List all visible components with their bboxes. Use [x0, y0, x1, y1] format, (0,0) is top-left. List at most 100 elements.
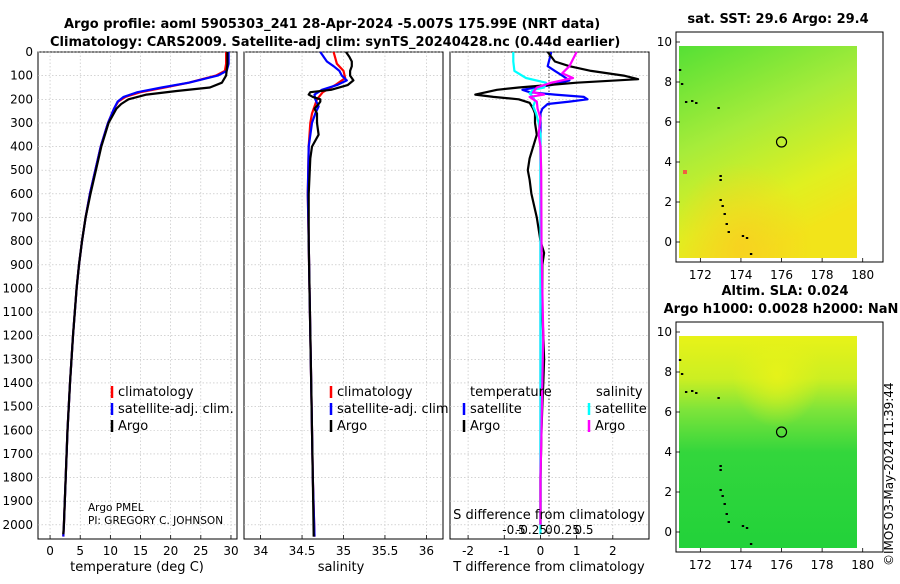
island-mark — [691, 390, 694, 392]
island-mark — [695, 392, 698, 394]
map-y-tick-label: 8 — [664, 75, 672, 89]
island-mark — [680, 373, 684, 375]
map-x-tick-label: 172 — [689, 268, 712, 282]
depth-tick-label: 1200 — [2, 329, 33, 343]
salinity-xlabel: salinity — [318, 560, 365, 575]
depth-tick-label: 1800 — [2, 471, 33, 485]
sla-map-frame — [675, 321, 884, 553]
x-tick-label: 34.5 — [289, 544, 316, 558]
coastline — [678, 359, 753, 545]
depth-tick-label: 1100 — [2, 305, 33, 319]
temperature-xlabel: temperature (deg C) — [70, 560, 204, 575]
sst-warm-patch — [679, 46, 857, 258]
legend-argo: Argo — [337, 419, 367, 434]
depth-tick-label: 700 — [10, 210, 33, 224]
copyright-stamp: ©IMOS 03-May-2024 11:39:44 — [882, 382, 896, 566]
series-line-salinity-satellite — [512, 52, 548, 535]
island-mark — [749, 253, 753, 255]
top-tick-label: 0 — [545, 523, 553, 537]
map-y-tick-label: 2 — [664, 485, 672, 499]
island-mark — [719, 175, 722, 177]
island-mark — [678, 69, 682, 71]
top-tick-label: 0.5 — [574, 523, 593, 537]
difference-plot-frame — [449, 51, 650, 540]
island-mark — [719, 469, 722, 471]
legend-temperature-title: temperature — [470, 385, 552, 400]
legend-argo: Argo — [118, 419, 148, 434]
island-mark — [723, 213, 726, 215]
depth-tick-label: 400 — [10, 140, 33, 154]
depth-tick-label: 1700 — [2, 447, 33, 461]
figure-title-line2: Climatology: CARS2009. Satellite-adj cli… — [50, 35, 620, 50]
depth-tick-label: 1500 — [2, 400, 33, 414]
island-mark — [727, 521, 730, 523]
island-mark — [719, 489, 722, 491]
x-tick-label: 36 — [419, 544, 434, 558]
map-y-tick-label: 6 — [664, 405, 672, 419]
difference-legend: temperature salinity satellite Argo sate… — [462, 385, 647, 434]
x-tick-label: 10 — [103, 544, 118, 558]
difference-panel: -2 -1 0 1 2 -0.5-0.250 0.250.5 T difference f… — [449, 51, 650, 575]
map-x-tick-label: 176 — [770, 268, 793, 282]
island-mark — [725, 513, 728, 515]
temperature-legend: climatology satellite-adj. clim. Argo — [110, 385, 234, 434]
island-mark — [691, 100, 694, 102]
difference-top-xlabel: S difference from climatology — [453, 508, 645, 523]
island-mark — [678, 359, 682, 361]
sla-map-panel: Altim. SLA: 0.024 Argo h1000: 0.0028 h20… — [657, 284, 899, 572]
depth-tick-label: 1400 — [2, 376, 33, 390]
legend-satellite-adj: satellite-adj. clim. — [337, 402, 453, 417]
coastline — [678, 69, 753, 255]
x-tick-label: 25 — [193, 544, 208, 558]
legend-climatology: climatology — [337, 385, 413, 400]
map-x-tick-label: 180 — [851, 268, 874, 282]
legend-temp-argo: Argo — [470, 419, 500, 434]
depth-tick-label: 1300 — [2, 352, 33, 366]
island-mark — [719, 179, 722, 181]
map-x-tick-label: 174 — [729, 268, 752, 282]
temperature-panel: 0 5 10 15 20 25 30 temperature (deg C) climato… — [37, 51, 239, 575]
depth-tick-label: 1000 — [2, 281, 33, 295]
island-mark — [721, 495, 724, 497]
legend-climatology: climatology — [118, 385, 194, 400]
x-tick-label: 0 — [537, 544, 545, 558]
sst-map-frame — [675, 31, 884, 263]
sst-pixel — [683, 170, 687, 174]
float-position-marker — [775, 136, 788, 148]
salinity-legend: climatology satellite-adj. clim. Argo — [329, 385, 453, 434]
x-tick-label: 15 — [133, 544, 148, 558]
sst-map-title: sat. SST: 29.6 Argo: 29.4 — [687, 12, 868, 27]
float-position-marker — [775, 426, 788, 438]
island-mark — [745, 527, 749, 529]
sla-map-title-line1: Altim. SLA: 0.024 — [722, 284, 849, 299]
x-tick-label: 0 — [46, 544, 54, 558]
difference-xlabel: T difference from climatology — [452, 560, 645, 575]
depth-tick-label: 2000 — [2, 518, 33, 532]
map-x-tick-label: 176 — [770, 558, 793, 572]
depth-tick-label: 500 — [10, 163, 33, 177]
map-x-tick-label: 174 — [729, 558, 752, 572]
map-y-tick-label: 6 — [664, 115, 672, 129]
legend-sal-argo: Argo — [595, 419, 625, 434]
island-mark — [723, 503, 726, 505]
depth-tick-label: 1600 — [2, 423, 33, 437]
depth-tick-label: 200 — [10, 92, 33, 106]
island-mark — [717, 107, 720, 109]
island-mark — [719, 199, 722, 201]
series-line-salinity-argo — [528, 51, 578, 525]
depth-tick-label: 1900 — [2, 494, 33, 508]
map-x-tick-label: 172 — [689, 558, 712, 572]
x-tick-label: 30 — [223, 544, 238, 558]
x-tick-label: 1 — [573, 544, 581, 558]
x-tick-label: 35.5 — [372, 544, 399, 558]
temperature-plot-frame — [37, 51, 238, 540]
legend-salinity-title: salinity — [596, 385, 643, 400]
island-mark — [680, 83, 684, 85]
top-tick-label: 0.25 — [553, 523, 580, 537]
map-y-tick-label: 0 — [664, 235, 672, 249]
map-y-tick-label: 0 — [664, 525, 672, 539]
island-mark — [741, 525, 745, 527]
depth-tick-label: 600 — [10, 187, 33, 201]
island-mark — [695, 102, 698, 104]
